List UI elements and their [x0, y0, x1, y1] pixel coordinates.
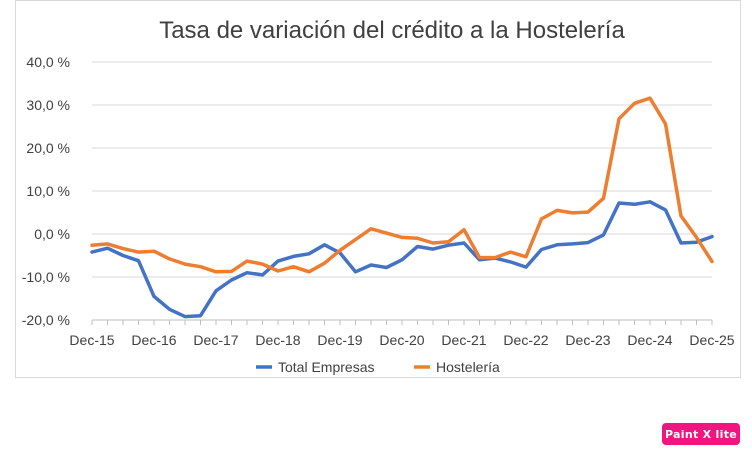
x-tick-label: Dec-20 [379, 332, 424, 348]
series-line-total-empresas [90, 200, 714, 319]
y-tick-label: 30,0 % [26, 97, 70, 113]
series-line-hosteler-a [90, 96, 714, 274]
series-lines [90, 96, 714, 319]
y-tick-label: -10,0 % [22, 269, 70, 285]
x-tick-label: Dec-16 [131, 332, 176, 348]
x-tick-label: Dec-19 [317, 332, 362, 348]
y-tick-label: 0,0 % [34, 226, 70, 242]
chart-frame [15, 0, 741, 378]
y-axis-tick-labels: 40,0 % 30,0 % 20,0 % 10,0 % 0,0 % -10,0 % -20,… [22, 54, 70, 328]
x-axis: Dec-15 Dec-16 Dec-17 Dec-18 Dec-19 Dec-20 Dec-… [69, 233, 735, 348]
x-tick-label: Dec-24 [627, 332, 672, 348]
x-tick-label: Dec-18 [255, 332, 300, 348]
x-tick-label: Dec-21 [441, 332, 486, 348]
y-tick-label: 40,0 % [26, 54, 70, 70]
chart-title: Tasa de variación del crédito a la Hoste… [159, 17, 625, 44]
y-tick-label: -20,0 % [22, 312, 70, 328]
y-tick-label: 20,0 % [26, 140, 70, 156]
x-tick-label: Dec-22 [503, 332, 548, 348]
legend: Total Empresas Hostelería [256, 359, 500, 375]
x-tick-label: Dec-25 [689, 332, 734, 348]
app-watermark-badge: Paint X lite [662, 423, 740, 445]
x-tick-label: Dec-15 [69, 332, 114, 348]
gridlines [92, 61, 712, 278]
x-tick-label: Dec-23 [565, 332, 610, 348]
legend-entry: Hostelería [436, 359, 500, 375]
x-tick-label: Dec-17 [193, 332, 238, 348]
legend-entry: Total Empresas [278, 359, 374, 375]
y-tick-label: 10,0 % [26, 183, 70, 199]
